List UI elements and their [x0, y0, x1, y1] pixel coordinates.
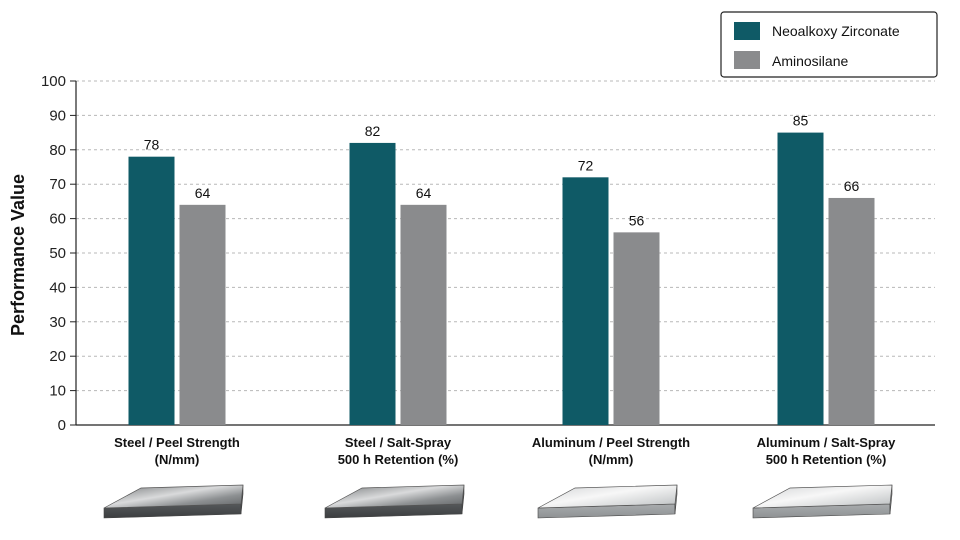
legend-swatch-neoalkoxy-zirconate [734, 22, 760, 40]
bar-aminosilane [828, 197, 875, 425]
bar-aminosilane [613, 232, 660, 425]
x-tick-label: 500 h Retention (%) [338, 452, 459, 467]
x-tick-label: Steel / Peel Strength [114, 435, 240, 450]
x-tick-label: Aluminum / Salt-Spray [757, 435, 896, 450]
category-labels: Steel / Peel Strength (N/mm) Steel / Salt-… [114, 435, 896, 467]
data-label: 64 [416, 185, 432, 201]
legend-frame [720, 11, 938, 78]
legend: Neoalkoxy Zirconate Aminosilane [720, 11, 938, 78]
aluminum-plate-icon [752, 484, 893, 519]
legend-label-aminosilane: Aminosilane [772, 53, 848, 69]
y-tick-label: 40 [49, 279, 66, 296]
x-tick-label: Steel / Salt-Spray [345, 435, 452, 450]
data-label: 85 [793, 113, 809, 129]
y-tick-label: 80 [49, 142, 66, 159]
bar-neoalkoxy-zirconate [349, 142, 396, 426]
bar-neoalkoxy-zirconate [562, 177, 609, 425]
y-tick-label: 90 [49, 107, 66, 124]
data-label: 64 [195, 185, 211, 201]
bar-aminosilane [179, 204, 226, 425]
bar-neoalkoxy-zirconate [777, 132, 824, 425]
steel-plate-icon [324, 484, 465, 519]
y-tick-label: 0 [58, 417, 66, 434]
legend-label-neoalkoxy-zirconate: Neoalkoxy Zirconate [772, 23, 900, 39]
data-label: 78 [144, 137, 160, 153]
substrate-icons [103, 484, 893, 519]
y-tick-label: 60 [49, 211, 66, 228]
y-tick-label: 70 [49, 176, 66, 193]
data-labels: 78 64 82 64 72 56 85 66 [144, 113, 860, 229]
data-label: 66 [844, 178, 860, 194]
bar-aminosilane [400, 204, 447, 425]
aluminum-plate-icon [537, 484, 678, 519]
y-tick-label: 100 [41, 73, 66, 90]
data-label: 72 [578, 157, 594, 173]
x-tick-label: Aluminum / Peel Strength [532, 435, 690, 450]
x-tick-label: (N/mm) [155, 452, 200, 467]
x-tick-label: 500 h Retention (%) [766, 452, 887, 467]
steel-plate-icon [103, 484, 244, 519]
y-tick-label: 20 [49, 348, 66, 365]
y-tick-label: 50 [49, 245, 66, 262]
y-tick-label: 10 [49, 383, 66, 400]
bars [128, 132, 875, 426]
bar-neoalkoxy-zirconate [128, 156, 175, 425]
data-label: 82 [365, 123, 381, 139]
x-tick-label: (N/mm) [589, 452, 634, 467]
data-label: 56 [629, 212, 645, 228]
y-axis-label: Performance Value [8, 174, 28, 336]
legend-swatch-aminosilane [734, 51, 760, 69]
y-tick-label: 30 [49, 314, 66, 331]
